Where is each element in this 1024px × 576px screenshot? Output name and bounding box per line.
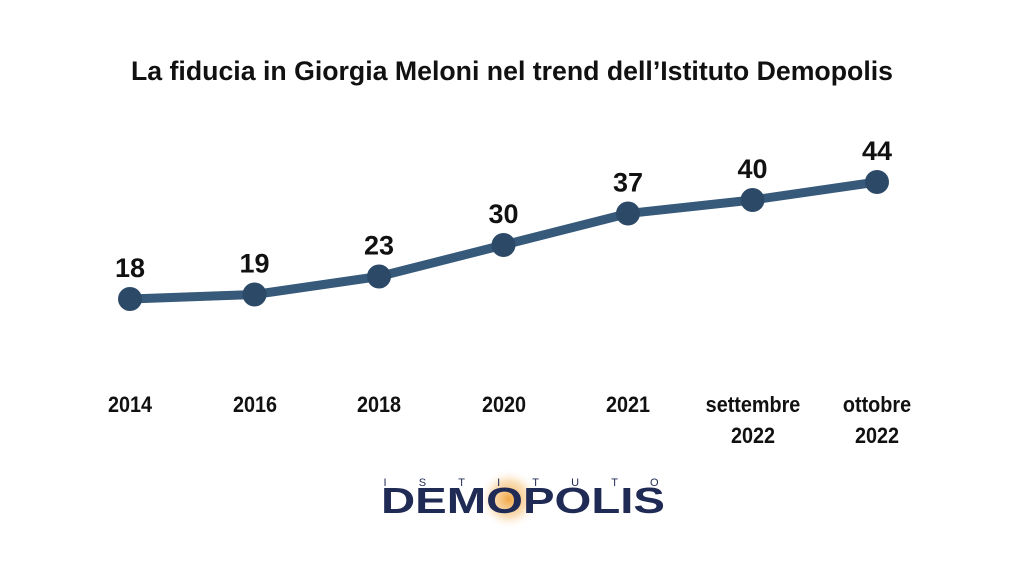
point [367,264,391,289]
point [616,201,640,226]
point [118,287,142,311]
logo-name: DEMOPOLIS [381,480,665,521]
value-label: 23 [364,231,394,261]
value-label: 18 [115,253,145,283]
chart-title: La fiducia in Giorgia Meloni nel trend d… [131,56,893,86]
x-tick-label: settembre 2022 [705,392,800,448]
value-label: 40 [737,154,767,184]
value-label: 37 [613,168,643,198]
point [740,188,765,212]
point [865,170,889,194]
x-tick-label: 2018 [356,392,402,417]
logo-glow [479,469,539,529]
x-tick-label: 2021 [605,392,651,417]
x-tick-label: ottobre 2022 [842,392,912,448]
value-label: 19 [239,249,269,279]
point [242,282,267,307]
x-tick-label: 2016 [232,392,277,417]
x-tick-label: 2020 [481,392,526,417]
plot: 18 19 23 30 37 40 44 [115,136,892,311]
value-label: 44 [862,136,892,166]
x-tick-label: 2014 [107,392,153,417]
point [491,233,516,257]
value-label: 30 [488,199,518,229]
